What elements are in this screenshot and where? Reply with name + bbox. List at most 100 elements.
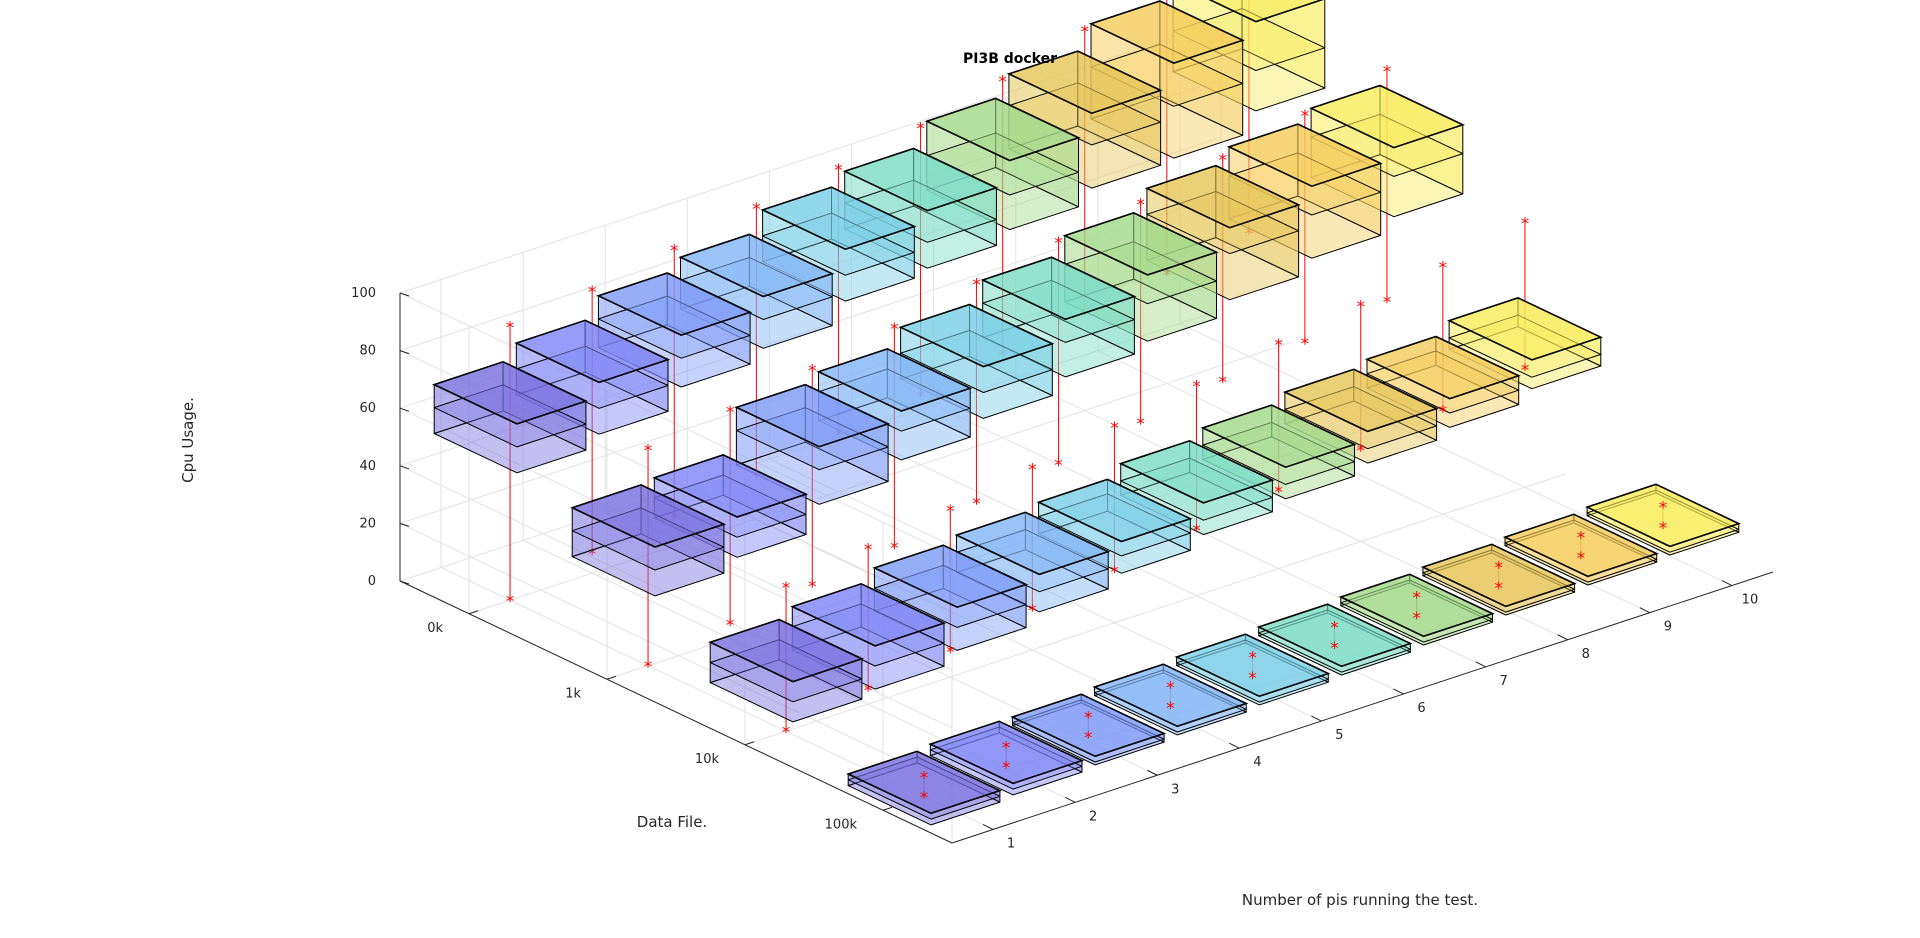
whisker-max-marker: * xyxy=(1163,0,1172,4)
box-top-edge xyxy=(1092,663,1249,728)
z-axis-label: Cpu Usage. xyxy=(179,397,197,483)
box-top-edge xyxy=(1006,50,1163,115)
whisker-max-marker: * xyxy=(1301,107,1310,127)
x-tick xyxy=(1639,607,1651,614)
x-tick-label: 8 xyxy=(1582,647,1590,662)
whisker-max-marker: * xyxy=(1054,234,1063,254)
whisker-min-marker: * xyxy=(890,539,899,559)
axis-labels: PI3B docker Cpu Usage. Data File. Number… xyxy=(179,51,1478,909)
box-top-edge xyxy=(1338,573,1495,638)
whisker-min-marker: * xyxy=(1002,759,1011,779)
box-top-edge xyxy=(1200,404,1357,469)
whisker-min-marker: * xyxy=(1577,549,1586,569)
whisker-min-marker: * xyxy=(1248,669,1257,689)
x-axis-line xyxy=(951,571,1774,844)
whisker-max-marker: * xyxy=(1192,377,1201,397)
whisker-max-marker: * xyxy=(808,362,817,382)
whisker-max-marker: * xyxy=(864,541,873,561)
whisker-min-marker: * xyxy=(588,545,597,565)
floor-grid-line xyxy=(933,404,1486,668)
box-top-edge xyxy=(596,272,753,336)
box-10k-x9: ** xyxy=(1364,259,1521,428)
box-top-edge xyxy=(652,454,809,518)
box-top-edge xyxy=(1256,603,1413,668)
whisker-max-marker: * xyxy=(1166,679,1175,699)
whisker-max-marker: * xyxy=(1219,151,1228,171)
y-axis-line xyxy=(399,580,953,844)
box-top-edge xyxy=(1144,164,1301,229)
box-0k-x1: ** xyxy=(432,319,589,612)
box-top-edge xyxy=(954,511,1111,576)
x-tick xyxy=(1064,796,1076,803)
whisker-min-marker: * xyxy=(506,592,515,612)
whisker-max-marker: * xyxy=(834,161,843,181)
box-100k-x3: ** xyxy=(1010,693,1167,766)
whisker-max-marker: * xyxy=(1081,22,1090,42)
box-100k-x6: ** xyxy=(1256,603,1413,676)
axes: 0 20 40 60 80 100 0k 1k 10k 100k 1 2 3 4 5 6 7 8 9 10 xyxy=(351,286,1774,851)
box-top-edge xyxy=(816,348,973,412)
box-top-edge xyxy=(1118,439,1275,504)
whisker-min-marker: * xyxy=(782,723,791,743)
z-tick xyxy=(399,350,410,355)
z-tick xyxy=(399,580,410,585)
whisker-max-marker: * xyxy=(670,241,679,261)
x-tick xyxy=(1557,634,1568,641)
box-10k-x8: ** xyxy=(1282,297,1439,464)
box-top-edge xyxy=(1208,0,1324,23)
whisker-max-marker: * xyxy=(972,276,981,296)
x-tick-label: 7 xyxy=(1500,674,1508,689)
box-0k-x3: ** xyxy=(596,241,753,529)
z-tick xyxy=(399,407,410,412)
box-top-edge xyxy=(842,147,999,212)
whisker-max-marker: * xyxy=(588,283,597,303)
box-top-edge xyxy=(432,360,589,425)
whisker-min-marker: * xyxy=(1659,519,1668,539)
whisker-min-marker: * xyxy=(1274,483,1283,503)
x-tick xyxy=(1147,769,1158,776)
box-10k-x6: ** xyxy=(1118,377,1275,541)
box-1k-x1: ** xyxy=(570,442,727,678)
whisker-max-marker: * xyxy=(998,72,1007,92)
whisker-min-marker: * xyxy=(1439,403,1448,423)
box-top-edge xyxy=(514,319,671,384)
box-top-edge xyxy=(734,383,891,448)
floor-grid-line xyxy=(1097,350,1651,614)
box-1k-x5: ** xyxy=(898,276,1055,515)
whisker-min-marker: * xyxy=(808,578,817,598)
whisker-min-marker: * xyxy=(972,495,981,515)
whisker-max-marker: * xyxy=(726,403,735,423)
whisker-max-marker: * xyxy=(946,502,955,522)
floor-grid-line xyxy=(468,342,1291,615)
box-top-edge xyxy=(1010,693,1167,758)
whisker-min-marker: * xyxy=(1054,456,1063,476)
whisker-min-marker: * xyxy=(1028,602,1037,622)
whisker-max-marker: * xyxy=(1110,419,1119,439)
box-0k-x5: ** xyxy=(760,161,917,446)
box-side-face xyxy=(1241,0,1326,89)
box-100k-x2: ** xyxy=(928,720,1085,796)
y-tick xyxy=(468,610,479,615)
whisker-max-marker: * xyxy=(752,200,761,220)
x-tick-label: 9 xyxy=(1664,620,1672,635)
box-100k-x9: ** xyxy=(1502,513,1659,586)
whisker-min-marker: * xyxy=(1136,414,1145,434)
z-tick-label: 20 xyxy=(359,516,376,531)
y-axis-label: Data File. xyxy=(637,813,707,831)
x-tick-label: 1 xyxy=(1007,836,1015,851)
floor-grid-line xyxy=(744,473,1567,746)
box-100k-x10: ** xyxy=(1584,483,1741,556)
box-10k-x7: ** xyxy=(1200,336,1357,503)
x-tick-label: 2 xyxy=(1089,809,1097,824)
box-top-edge xyxy=(1446,297,1603,361)
box-10k-x5: ** xyxy=(1036,419,1193,583)
box-100k-x1: ** xyxy=(846,750,1003,826)
z-tick-label: 0 xyxy=(368,574,376,589)
whisker-max-marker: * xyxy=(1412,589,1421,609)
whisker-max-marker: * xyxy=(1330,619,1339,639)
box-10k-x2: ** xyxy=(790,541,947,702)
whisker-max-marker: * xyxy=(506,319,515,339)
whisker-min-marker: * xyxy=(1192,521,1201,541)
whisker-max-marker: * xyxy=(1028,460,1037,480)
